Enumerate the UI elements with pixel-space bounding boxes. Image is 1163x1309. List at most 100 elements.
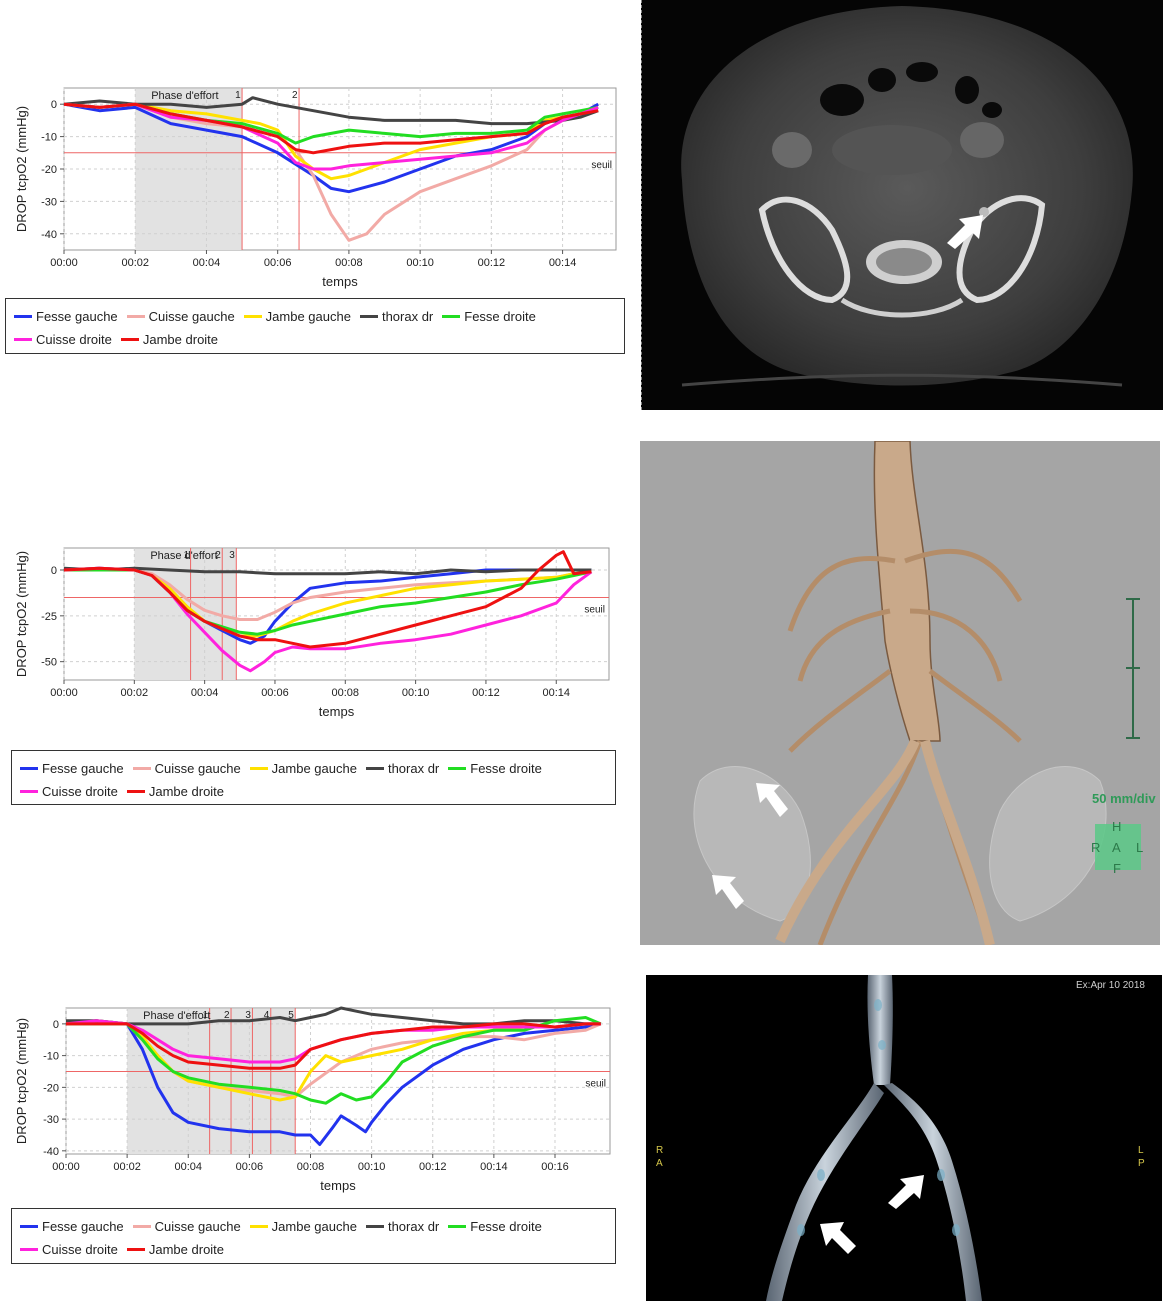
y-tick-label: -40 [43, 1146, 59, 1158]
y-axis-label: DROP tcpO2 (mmHg) [14, 1018, 29, 1144]
legend-label: Jambe gauche [265, 309, 351, 324]
x-tick-label: 00:00 [52, 1161, 80, 1173]
threshold-label: seuil [585, 1078, 606, 1089]
legend-label: Jambe gauche [271, 761, 357, 776]
legend-label: thorax dr [387, 761, 440, 776]
legend-item: Cuisse droite [20, 784, 118, 799]
series-line-cuisse-droite [65, 1019, 601, 1064]
marker-label: 1 [184, 550, 190, 561]
series-line-thorax-dr [63, 96, 599, 126]
orientation-left-top: R [656, 1145, 664, 1156]
x-tick-label: 00:16 [541, 1161, 569, 1173]
legend-item: Jambe gauche [249, 1219, 357, 1234]
legend-swatch [243, 315, 262, 318]
x-tick-label: 00:00 [50, 257, 78, 269]
legend-item: Fesse droite [442, 309, 536, 324]
legend-swatch [359, 315, 378, 318]
marker-label: 3 [245, 1010, 251, 1021]
legend-chart-3: Fesse gauche Cuisse gauche Jambe gauche tho… [11, 1208, 616, 1264]
legend-label: Jambe droite [148, 1242, 225, 1257]
marker-label: 5 [288, 1010, 294, 1021]
legend-item: Fesse droite [448, 1219, 542, 1234]
legend-item: Jambe gauche [243, 309, 351, 324]
legend-swatch [20, 1248, 38, 1251]
y-tick-label: -40 [41, 229, 57, 241]
legend-item: Jambe droite [120, 332, 219, 347]
phase-label: Phase d'effort [151, 90, 218, 102]
marker-label: 2 [292, 90, 298, 101]
legend-swatch [20, 767, 38, 770]
y-tick-label: 0 [53, 1019, 59, 1031]
legend-swatch [126, 790, 145, 793]
x-tick-label: 00:08 [335, 257, 363, 269]
arrow-icon [756, 783, 788, 817]
threshold-label: seuil [584, 605, 605, 616]
x-tick-label: 00:14 [480, 1161, 508, 1173]
x-axis-label: temps [320, 1178, 356, 1193]
orientation-h: H [1112, 819, 1122, 834]
marker-label: 2 [215, 550, 221, 561]
legend-item: Jambe droite [126, 784, 225, 799]
arrow-icon [947, 215, 983, 249]
legend-swatch [132, 1225, 151, 1228]
legend-chart-1: Fesse gauche Cuisse gauche Jambe gauche tho… [5, 298, 625, 354]
ct-axial-pelvis-image [641, 0, 1163, 410]
legend-label: Jambe droite [142, 332, 219, 347]
y-tick-label: -20 [43, 1082, 59, 1094]
legend-item: Jambe droite [126, 1242, 225, 1257]
orientation-right-top: L [1138, 1145, 1144, 1156]
legend-swatch [442, 315, 461, 318]
legend-row: Fesse gauche Cuisse gauche Jambe gauche tho… [20, 757, 607, 780]
marker-label: 3 [229, 550, 235, 561]
legend-swatch [126, 315, 145, 318]
x-tick-label: 00:06 [236, 1161, 264, 1173]
legend-row: Cuisse droite Jambe droite [14, 328, 616, 351]
orientation-r: R [1091, 840, 1101, 855]
marker-label: 4 [264, 1010, 270, 1021]
y-tick-label: -50 [41, 657, 57, 669]
y-tick-label: -10 [41, 132, 57, 144]
x-tick-label: 00:02 [121, 687, 149, 699]
arrow-icon [888, 1175, 924, 1209]
x-tick-label: 00:04 [191, 687, 219, 699]
x-tick-label: 00:04 [193, 257, 221, 269]
series-line-fesse-gauche [65, 1019, 602, 1146]
series-line-jambe-droite [66, 1022, 601, 1070]
x-tick-label: 00:02 [113, 1161, 141, 1173]
exam-date: Ex:Apr 10 2018 [1076, 980, 1145, 991]
x-axis-label: temps [322, 274, 358, 289]
marker-label: 1 [235, 90, 241, 101]
series-line-jambe-droite [63, 102, 599, 155]
legend-row: Cuisse droite Jambe droite [20, 1238, 607, 1261]
orientation-left-bottom: A [656, 1158, 663, 1169]
legend-chart-2: Fesse gauche Cuisse gauche Jambe gauche tho… [11, 750, 616, 805]
legend-swatch [249, 1225, 268, 1228]
x-tick-label: 00:10 [402, 687, 430, 699]
legend-item: thorax dr [365, 1219, 439, 1234]
legend-swatch [448, 1225, 467, 1228]
legend-item: Cuisse gauche [132, 761, 241, 776]
x-tick-label: 00:12 [478, 257, 506, 269]
tcpo2-chart-2: seuil 1 2 3 Phase d'effort 00:00 00:02 00:04 00:… [14, 547, 610, 719]
legend-item: Jambe gauche [249, 761, 357, 776]
legend-swatch [14, 338, 32, 341]
y-tick-label: -10 [43, 1051, 59, 1063]
x-tick-label: 00:02 [121, 257, 149, 269]
marker-label: 2 [224, 1010, 230, 1021]
legend-item: Fesse gauche [14, 309, 118, 324]
legend-label: Cuisse droite [36, 332, 112, 347]
legend-label: Cuisse gauche [148, 309, 235, 324]
legend-label: Cuisse gauche [154, 761, 241, 776]
orientation-right-bottom: P [1138, 1158, 1145, 1169]
legend-label: Fesse droite [470, 1219, 542, 1234]
series-line-fesse-droite [66, 1016, 602, 1105]
orientation-a: A [1112, 840, 1121, 855]
legend-label: Jambe droite [148, 784, 225, 799]
legend-label: Jambe gauche [271, 1219, 357, 1234]
legend-swatch [126, 1248, 145, 1251]
legend-swatch [365, 1225, 384, 1228]
legend-item: Fesse droite [448, 761, 542, 776]
y-tick-label: -30 [41, 196, 57, 208]
y-tick-label: -25 [41, 611, 57, 623]
legend-label: thorax dr [381, 309, 434, 324]
